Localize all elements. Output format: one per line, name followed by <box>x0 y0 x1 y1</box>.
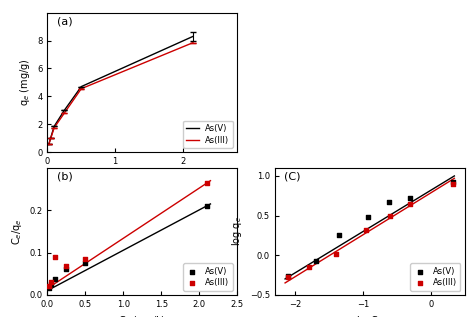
As(V) <box>407 196 414 201</box>
As(III) <box>363 227 370 232</box>
As(V) <box>312 258 319 263</box>
As(III) <box>203 180 210 185</box>
X-axis label: C$_e$ (mg/L): C$_e$ (mg/L) <box>118 171 166 185</box>
As(III) <box>45 284 53 289</box>
As(III) <box>305 264 312 269</box>
As(III) <box>47 280 55 285</box>
As(V) <box>45 286 53 291</box>
Text: (a): (a) <box>57 17 73 27</box>
As(V) <box>63 267 70 272</box>
Text: (C): (C) <box>284 172 301 182</box>
As(III) <box>82 256 89 262</box>
As(III) <box>285 275 292 280</box>
As(V) <box>82 261 89 266</box>
Legend: As(V), As(III): As(V), As(III) <box>183 263 233 291</box>
As(III) <box>63 263 70 268</box>
As(III) <box>332 251 340 256</box>
Legend: As(V), As(III): As(V), As(III) <box>183 121 233 148</box>
Y-axis label: log q$_e$: log q$_e$ <box>230 216 245 247</box>
As(V) <box>47 282 55 287</box>
As(III) <box>449 181 457 186</box>
As(V) <box>285 273 292 278</box>
As(III) <box>386 213 394 218</box>
X-axis label: C$_e$ (mg/L): C$_e$ (mg/L) <box>118 314 166 317</box>
As(V) <box>336 232 343 237</box>
Y-axis label: q$_e$ (mg/g): q$_e$ (mg/g) <box>18 59 32 106</box>
Y-axis label: C$_e$/q$_e$: C$_e$/q$_e$ <box>10 218 24 245</box>
X-axis label: logC$_e$: logC$_e$ <box>356 314 383 317</box>
Text: (b): (b) <box>57 172 73 182</box>
Legend: As(V), As(III): As(V), As(III) <box>410 263 460 291</box>
As(V) <box>365 215 372 220</box>
As(V) <box>51 276 59 281</box>
As(III) <box>51 254 59 259</box>
As(III) <box>407 201 414 206</box>
As(V) <box>385 200 392 205</box>
As(V) <box>203 204 210 209</box>
As(V) <box>449 180 457 185</box>
